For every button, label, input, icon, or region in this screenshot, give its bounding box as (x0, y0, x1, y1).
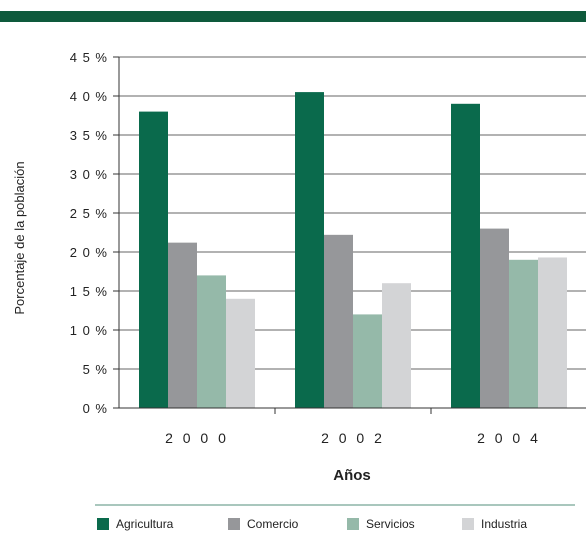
bar-agricultura-2004 (451, 103, 480, 409)
y-tick-label: 3 5 % (70, 128, 108, 143)
legend-label-agricultura: Agricultura (116, 517, 174, 531)
bar-comercio-2002 (324, 234, 353, 408)
y-tick-label: 2 5 % (70, 206, 108, 221)
y-tick-label: 1 5 % (70, 284, 108, 299)
bar-servicios-2000 (197, 275, 226, 408)
bar-servicios-2002 (353, 314, 382, 408)
y-tick-label: 1 0 % (70, 323, 108, 338)
legend-label-servicios: Servicios (366, 517, 415, 531)
legend-swatch-agricultura (97, 518, 109, 530)
header-bar (0, 11, 586, 22)
x-tick-labels: 2 0 0 0 2 0 0 2 2 0 0 4 (165, 430, 541, 446)
legend-label-comercio: Comercio (247, 517, 299, 531)
legend-swatch-industria (462, 518, 474, 530)
bar-comercio-2004 (480, 228, 509, 408)
y-tick-label: 3 0 % (70, 167, 108, 182)
y-tick-label: 4 0 % (70, 89, 108, 104)
bars (139, 92, 567, 409)
bar-industria-2002 (382, 283, 411, 408)
y-tick-label: 5 % (83, 362, 108, 377)
axes (118, 57, 586, 414)
y-tick-label: 4 5 % (70, 50, 108, 65)
x-tick-label: 2 0 0 0 (165, 430, 229, 446)
bar-servicios-2004 (509, 259, 538, 408)
y-tick-labels: 0 % 5 % 1 0 % 1 5 % 2 0 % 2 5 % 3 0 % 3 5 % 4 0 … (70, 50, 108, 416)
bar-agricultura-2002 (295, 92, 324, 408)
legend-swatch-comercio (228, 518, 240, 530)
x-tick-label: 2 0 0 2 (321, 430, 385, 446)
x-axis-title: Años (333, 467, 371, 484)
legend-label-industria: Industria (481, 517, 527, 531)
bar-comercio-2000 (168, 242, 197, 408)
legend-swatch-servicios (347, 518, 359, 530)
y-tick-label: 2 0 % (70, 245, 108, 260)
bar-industria-2000 (226, 298, 255, 408)
x-tick-label: 2 0 0 4 (477, 430, 541, 446)
bar-industria-2004 (538, 257, 567, 408)
bar-agricultura-2000 (139, 111, 168, 408)
y-tick-label: 0 % (83, 401, 108, 416)
legend: Agricultura Comercio Servicios Industria (97, 517, 527, 531)
y-axis-title: Porcentaje de la población (12, 161, 27, 314)
